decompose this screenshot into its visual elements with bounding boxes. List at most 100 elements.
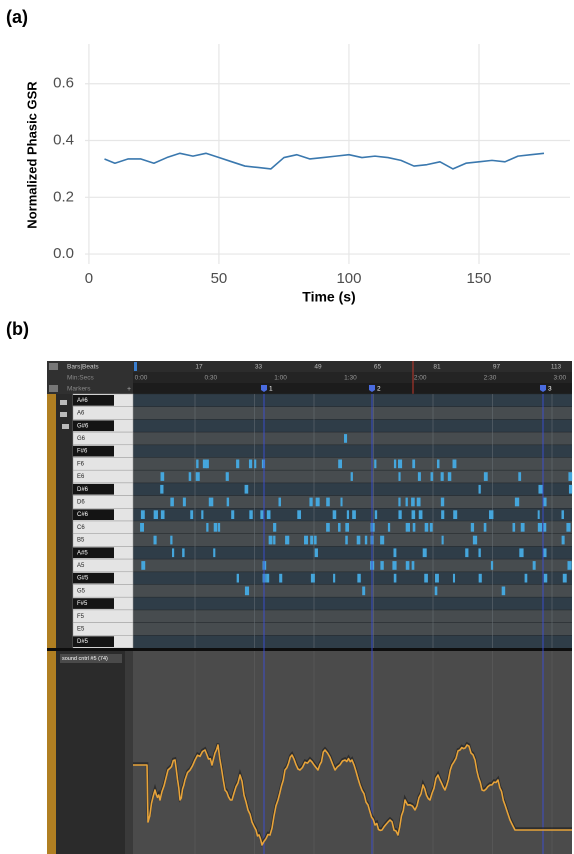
note-row	[133, 572, 572, 585]
note-row	[133, 496, 572, 509]
note	[260, 510, 263, 519]
note-row	[133, 407, 572, 420]
marker-label: 2	[377, 386, 381, 393]
note	[309, 498, 312, 507]
note	[170, 498, 174, 507]
note	[424, 574, 428, 583]
note	[568, 472, 572, 481]
note	[297, 510, 301, 519]
note	[412, 510, 416, 519]
note	[388, 523, 390, 532]
note	[196, 460, 198, 469]
note	[266, 574, 269, 583]
key-label: G6	[77, 436, 86, 442]
note	[279, 574, 282, 583]
note	[406, 498, 408, 507]
note	[214, 523, 218, 532]
note-row	[133, 635, 572, 648]
x-tick-label: 100	[336, 270, 361, 287]
note	[479, 485, 481, 494]
key-label: E6	[77, 474, 85, 480]
note	[304, 536, 308, 545]
note	[345, 523, 349, 532]
note	[236, 460, 239, 469]
note	[326, 523, 330, 532]
note-row	[133, 559, 572, 572]
note	[533, 561, 536, 570]
note	[419, 510, 423, 519]
note-row	[133, 419, 572, 432]
note	[183, 498, 186, 507]
note	[357, 574, 360, 583]
note	[182, 548, 184, 557]
time-label: 0:00	[135, 375, 148, 382]
note	[374, 460, 376, 469]
tool-icon	[60, 412, 67, 417]
note	[345, 536, 348, 545]
note	[543, 548, 546, 557]
note	[538, 510, 540, 519]
y-axis-title: Normalized Phasic GSR	[24, 81, 39, 229]
ruler-label: Markers	[67, 386, 91, 393]
marker-label: 3	[548, 386, 552, 393]
note	[394, 574, 397, 583]
note	[441, 472, 444, 481]
lane-bg	[125, 651, 572, 854]
note	[273, 536, 275, 545]
note-row	[133, 610, 572, 623]
note	[226, 472, 229, 481]
note	[412, 460, 415, 469]
note	[473, 536, 477, 545]
note-row	[133, 432, 572, 445]
note	[569, 485, 572, 494]
key-label: A#6	[77, 398, 88, 404]
key-label: F6	[77, 461, 85, 467]
note	[441, 510, 444, 519]
note	[437, 460, 440, 469]
note	[406, 523, 410, 532]
bar-number: 49	[314, 364, 322, 371]
key-label: B5	[77, 538, 85, 544]
key-label: D#6	[77, 487, 89, 493]
x-tick-label: 150	[466, 270, 491, 287]
note	[189, 472, 191, 481]
tool-icon	[60, 400, 67, 405]
note	[394, 460, 396, 469]
note	[515, 498, 519, 507]
note	[344, 434, 347, 443]
note-row	[133, 458, 572, 471]
note	[154, 536, 157, 545]
note	[380, 561, 383, 570]
note	[478, 548, 480, 557]
note	[561, 510, 563, 519]
note	[154, 510, 158, 519]
lane-label: sound cntrl #5 (74)	[62, 656, 108, 662]
note	[160, 485, 163, 494]
data-line	[105, 153, 544, 169]
note	[269, 536, 273, 545]
bar-number: 33	[255, 364, 263, 371]
note	[351, 472, 353, 481]
note	[196, 472, 200, 481]
key-label: F5	[77, 614, 85, 620]
key-label: G5	[77, 588, 86, 594]
note	[453, 460, 457, 469]
note	[213, 548, 215, 557]
ruler-icon	[49, 363, 58, 370]
y-tick-label: 0.4	[53, 131, 74, 148]
note	[141, 561, 145, 570]
note	[435, 574, 439, 583]
key-label: A#5	[77, 550, 88, 556]
note	[417, 498, 421, 507]
note	[365, 536, 367, 545]
note-row	[133, 445, 572, 458]
note	[489, 510, 493, 519]
note	[448, 472, 451, 481]
note	[267, 510, 271, 519]
y-tick-label: 0.6	[53, 75, 74, 92]
note	[521, 523, 525, 532]
note	[357, 536, 361, 545]
bar-number: 65	[374, 364, 382, 371]
note	[347, 510, 349, 519]
x-tick-label: 0	[85, 270, 93, 287]
